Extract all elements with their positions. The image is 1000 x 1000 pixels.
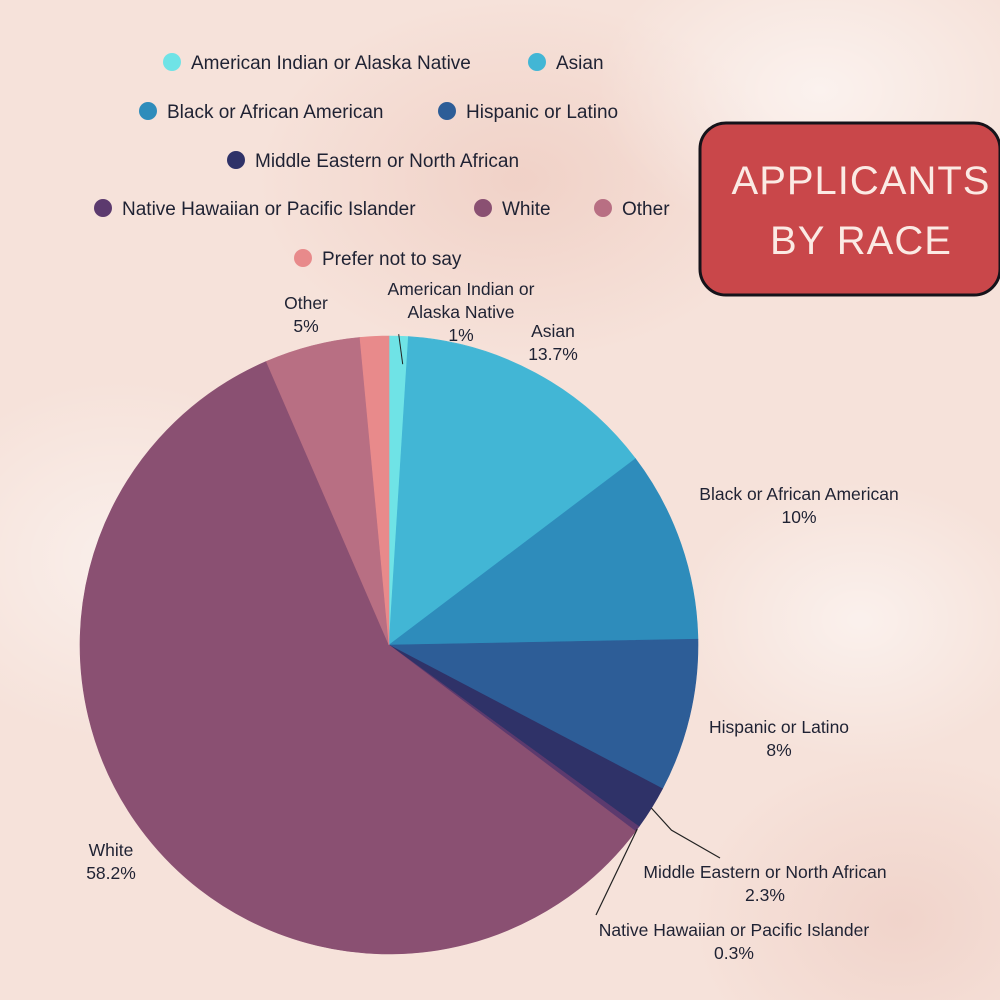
slice-name-label: Black or African American [699,484,898,504]
slice-label-white: White 58.2% [86,840,136,883]
slice-name-label: White [89,840,134,860]
slice-label-middle-eastern-or-north-african: Middle Eastern or North African 2.3% [643,862,886,905]
leader-line-native-hawaiian-or-pacific-islander [595,828,638,916]
legend-label: Other [622,199,670,220]
pie-slice-black-or-african-american [388,458,699,646]
slice-name-label: Asian [531,321,575,341]
slice-value-label: 2.3% [745,885,785,905]
slice-label-american-indian-or-alaska-native: American Indian or Alaska Native 1% [388,279,535,345]
legend-item-hispanic-or-latino: Hispanic or Latino [438,102,618,123]
slice-label-native-hawaiian-or-pacific-islander: Native Hawaiian or Pacific Islander 0.3% [599,920,870,963]
legend-label: Native Hawaiian or Pacific Islander [122,199,416,220]
pie-slice-hispanic-or-latino [388,638,699,790]
slice-value-label: 13.7% [528,344,578,364]
pie-slice-asian [388,336,636,646]
legend-swatch [227,151,245,169]
legend-swatch [474,199,492,217]
slice-value-label: 8% [766,740,791,760]
pie-slices [79,335,699,955]
legend-label: Middle Eastern or North African [255,151,519,172]
slice-labels: American Indian or Alaska Native 1% Asian 13… [86,279,899,963]
legend-item-prefer-not-to-say: Prefer not to say [294,249,462,270]
chart-title-line-1: APPLICANTS [732,159,991,203]
legend-swatch [528,53,546,71]
legend-label: Black or African American [167,102,383,123]
slice-name-label: American Indian or [388,279,535,299]
legend-label: Asian [556,53,604,74]
slice-name-label: Native Hawaiian or Pacific Islander [599,920,870,940]
chart-legend: American Indian or Alaska Native Asian Bla… [94,53,670,270]
slice-label-hispanic-or-latino: Hispanic or Latino 8% [709,717,849,760]
pie-slice-prefer-not-to-say [359,335,390,646]
slice-name-label: Other [284,293,328,313]
pie-slice-white [79,361,636,955]
slice-name-label: Alaska Native [408,302,515,322]
legend-swatch [438,102,456,120]
slice-value-label: 58.2% [86,863,136,883]
legend-label: Prefer not to say [322,249,462,270]
chart-title-line-2: BY RACE [770,219,952,263]
legend-swatch [163,53,181,71]
slice-value-label: 5% [293,316,318,336]
title-box-background [698,121,1000,297]
slice-label-asian: Asian 13.7% [528,321,578,364]
leader-lines [398,334,721,916]
slice-name-label: Middle Eastern or North African [643,862,886,882]
legend-item-black-or-african-american: Black or African American [139,102,383,123]
legend-label: American Indian or Alaska Native [191,53,471,74]
legend-label: White [502,199,551,220]
slice-label-black-or-african-american: Black or African American 10% [699,484,898,527]
legend-item-american-indian-or-alaska-native: American Indian or Alaska Native [163,53,471,74]
legend-item-white: White [474,199,551,220]
legend-label: Hispanic or Latino [466,102,618,123]
slice-label-other: Other 5% [284,293,328,336]
leader-line-middle-eastern-or-north-african [651,807,721,859]
legend-item-other: Other [594,199,670,220]
slice-value-label: 0.3% [714,943,754,963]
legend-swatch [139,102,157,120]
slice-value-label: 10% [781,507,816,527]
legend-item-middle-eastern-or-north-african: Middle Eastern or North African [227,151,519,172]
legend-swatch [594,199,612,217]
slice-name-label: Hispanic or Latino [709,717,849,737]
legend-item-native-hawaiian-or-pacific-islander: Native Hawaiian or Pacific Islander [94,199,416,220]
chart-title-box: APPLICANTS BY RACE [698,121,1000,297]
slice-value-label: 1% [448,325,473,345]
legend-item-asian: Asian [528,53,604,74]
legend-swatch [294,249,312,267]
leader-line-american-indian-or-alaska-native [398,334,404,365]
legend-swatch [94,199,112,217]
